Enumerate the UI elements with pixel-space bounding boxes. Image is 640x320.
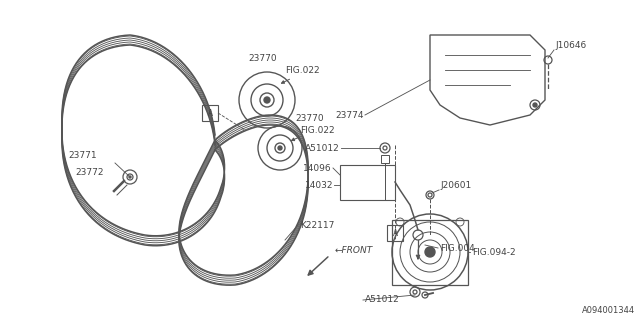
- Text: J10646: J10646: [555, 41, 586, 50]
- Text: 14096: 14096: [303, 164, 332, 172]
- Text: A: A: [207, 108, 212, 117]
- Circle shape: [264, 97, 270, 103]
- Text: 23771: 23771: [68, 150, 97, 159]
- Text: FIG.022: FIG.022: [285, 66, 319, 75]
- Text: 23770: 23770: [249, 53, 277, 62]
- Circle shape: [278, 146, 282, 150]
- Text: K22117: K22117: [300, 220, 334, 229]
- Text: 23770: 23770: [295, 114, 324, 123]
- Circle shape: [129, 176, 131, 178]
- Text: FIG.094-2: FIG.094-2: [472, 247, 516, 257]
- Text: A51012: A51012: [365, 295, 400, 305]
- Text: A51012: A51012: [305, 143, 340, 153]
- Text: J20601: J20601: [440, 180, 471, 189]
- Text: 23772: 23772: [75, 167, 104, 177]
- Text: ←FRONT: ←FRONT: [335, 245, 373, 254]
- Circle shape: [533, 103, 537, 107]
- Text: FIG.004: FIG.004: [440, 244, 475, 252]
- Text: 14032: 14032: [305, 180, 333, 189]
- Text: A094001344: A094001344: [582, 306, 635, 315]
- Text: FIG.022: FIG.022: [300, 125, 335, 134]
- Circle shape: [425, 247, 435, 257]
- Text: 23774: 23774: [335, 110, 364, 119]
- Text: A: A: [392, 228, 397, 237]
